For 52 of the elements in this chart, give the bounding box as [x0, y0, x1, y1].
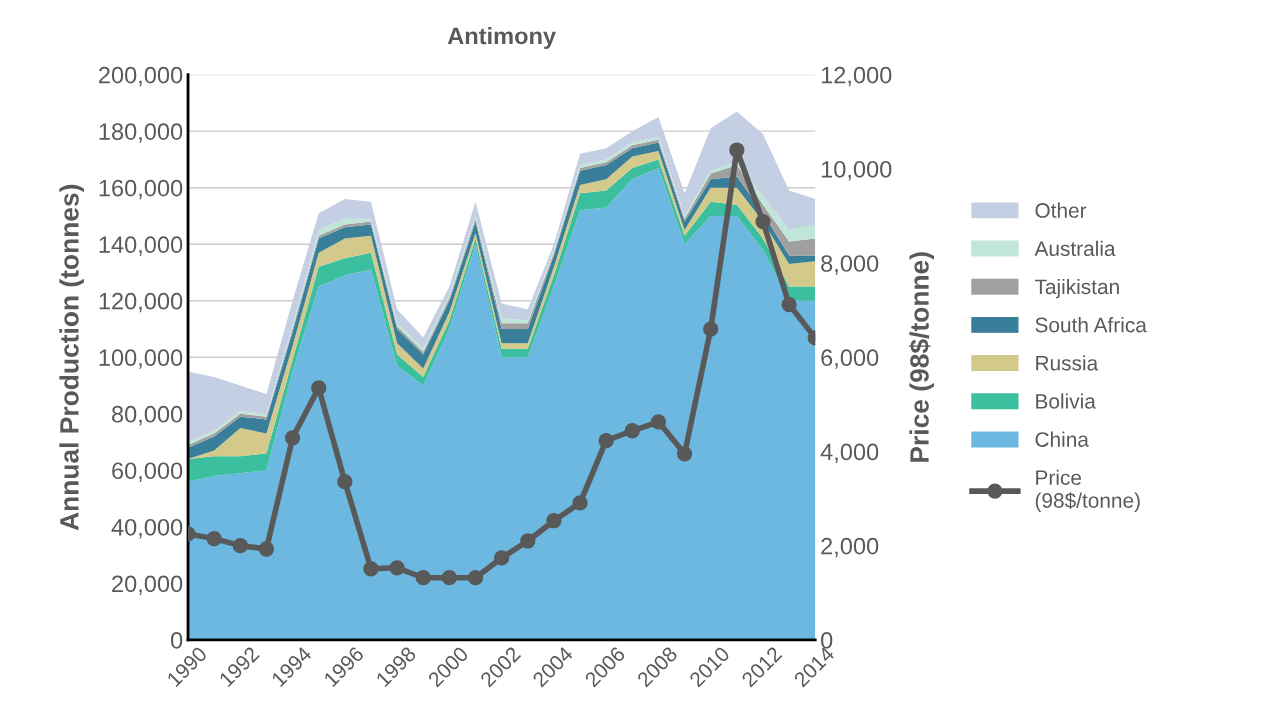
- point: [546, 513, 562, 529]
- y-tick-label: 140,000: [99, 236, 183, 256]
- legend-label: China: [1035, 431, 1089, 447]
- point: [415, 570, 431, 586]
- y-tick-label: 100,000: [99, 349, 183, 369]
- point: [650, 414, 667, 430]
- y2-tick-label: 6,000: [821, 349, 879, 369]
- point: [729, 142, 745, 158]
- y2-tick-label: 10,000: [821, 160, 892, 181]
- y-tick-label: 0: [170, 631, 183, 649]
- point: [676, 446, 693, 462]
- point: [467, 570, 484, 586]
- point: [441, 570, 458, 586]
- legend-label: Tajikistan: [1034, 278, 1119, 299]
- y2-tick-label: 12,000: [821, 66, 892, 87]
- y-tick-label: 80,000: [111, 405, 183, 426]
- y2-tick-label: 0: [821, 631, 833, 649]
- legend-label: Bolivia: [1036, 393, 1096, 409]
- legend-label: South Africa: [1035, 317, 1147, 333]
- legend-label: Other: [1035, 202, 1087, 218]
- point: [755, 213, 771, 230]
- y2-tick-label: 2,000: [821, 537, 879, 558]
- y-tick-label: 20,000: [112, 575, 183, 595]
- point: [363, 561, 379, 577]
- point: [781, 296, 797, 313]
- point: [520, 533, 536, 549]
- point: [703, 321, 719, 337]
- point: [232, 538, 248, 554]
- y2-tick-label: 8,000: [821, 255, 879, 275]
- point: [258, 541, 275, 557]
- point: [337, 473, 353, 490]
- point: [624, 423, 640, 439]
- point: [389, 560, 405, 576]
- y-tick-label: 200,000: [99, 66, 183, 87]
- y-tick-label: 180,000: [99, 123, 183, 143]
- y-tick-label: 40,000: [111, 518, 183, 539]
- point: [206, 530, 222, 547]
- point: [284, 430, 301, 446]
- y-axis-title: Annual Production (tonnes): [59, 184, 84, 531]
- y2-tick-label: 4,000: [820, 443, 879, 464]
- point: [572, 495, 588, 511]
- y-tick-label: 60,000: [112, 462, 183, 482]
- legend-label: Price (98$/tonne): [1035, 469, 1140, 512]
- point: [494, 550, 510, 566]
- y-tick-label: 160,000: [99, 179, 183, 200]
- legend-label: Australia: [1034, 240, 1116, 257]
- y2-axis-title: Price (98$/tonne): [908, 252, 935, 462]
- legend-label: Russia: [1036, 355, 1099, 371]
- y-tick-label: 120,000: [99, 292, 183, 313]
- chart-title: Antimony: [447, 26, 556, 49]
- point: [598, 433, 614, 449]
- point: [311, 380, 327, 396]
